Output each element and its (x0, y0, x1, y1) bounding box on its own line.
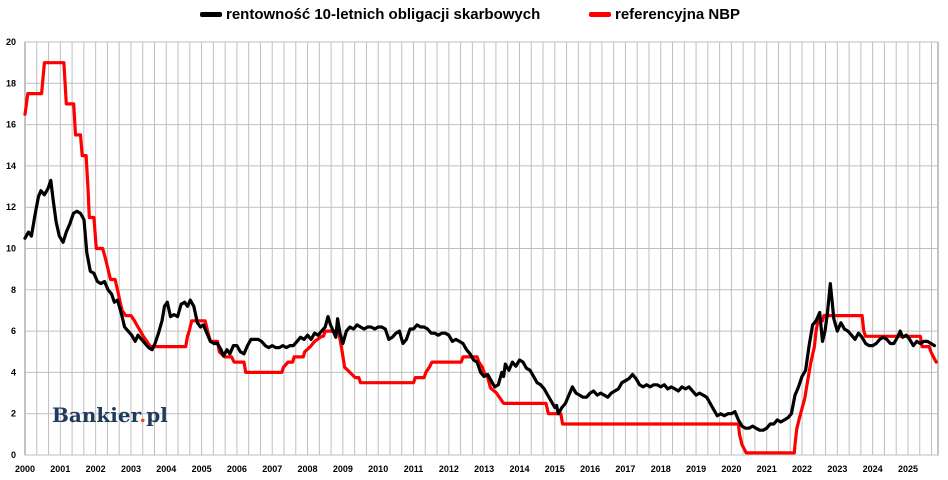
legend-item-yield: rentowność 10-letnich obligacji skarbowy… (200, 6, 540, 23)
y-tick-label: 14 (6, 161, 16, 171)
series-line-yield (23, 178, 937, 432)
x-tick-label: 2021 (757, 464, 777, 474)
x-tick-label: 2006 (227, 464, 247, 474)
x-tick-label: 2018 (651, 464, 671, 474)
y-tick-label: 0 (11, 450, 16, 460)
x-tick-label: 2022 (792, 464, 812, 474)
x-tick-label: 2025 (898, 464, 918, 474)
y-tick-label: 8 (11, 285, 16, 295)
x-tick-label: 2010 (368, 464, 388, 474)
x-tick-label: 2001 (50, 464, 70, 474)
y-tick-label: 4 (11, 367, 16, 377)
x-tick-label: 2023 (827, 464, 847, 474)
x-tick-label: 2017 (615, 464, 635, 474)
x-tick-label: 2008 (298, 464, 318, 474)
x-tick-label: 2024 (863, 464, 883, 474)
x-tick-label: 2013 (474, 464, 494, 474)
y-tick-label: 12 (6, 202, 16, 212)
x-tick-label: 2011 (404, 464, 424, 474)
legend-swatch-yield (200, 12, 222, 17)
x-tick-label: 2002 (86, 464, 106, 474)
x-tick-label: 2014 (509, 464, 529, 474)
x-tick-label: 2019 (686, 464, 706, 474)
y-tick-label: 16 (6, 120, 16, 130)
legend-label-nbp: referencyjna NBP (615, 6, 741, 23)
x-tick-label: 2007 (262, 464, 282, 474)
y-tick-label: 20 (6, 37, 16, 47)
x-tick-label: 2012 (439, 464, 459, 474)
x-tick-label: 2020 (721, 464, 741, 474)
x-tick-label: 2009 (333, 464, 353, 474)
legend-item-nbp: referencyjna NBP (589, 6, 740, 23)
y-tick-label: 2 (11, 409, 16, 419)
legend-swatch-nbp (589, 12, 611, 17)
legend-label-yield: rentowność 10-letnich obligacji skarbowy… (226, 6, 541, 23)
bankier-logo: Bankier.pl (52, 403, 168, 427)
x-tick-label: 2004 (156, 464, 176, 474)
x-tick-label: 2000 (15, 464, 35, 474)
y-tick-label: 18 (6, 78, 16, 88)
x-tick-label: 2016 (580, 464, 600, 474)
legend: rentowność 10-letnich obligacji skarbowy… (0, 6, 948, 30)
y-tick-label: 6 (11, 326, 16, 336)
x-tick-label: 2003 (121, 464, 141, 474)
series-line-nbp (23, 61, 938, 455)
x-tick-label: 2005 (192, 464, 212, 474)
y-tick-label: 10 (6, 244, 16, 254)
x-tick-label: 2015 (545, 464, 565, 474)
